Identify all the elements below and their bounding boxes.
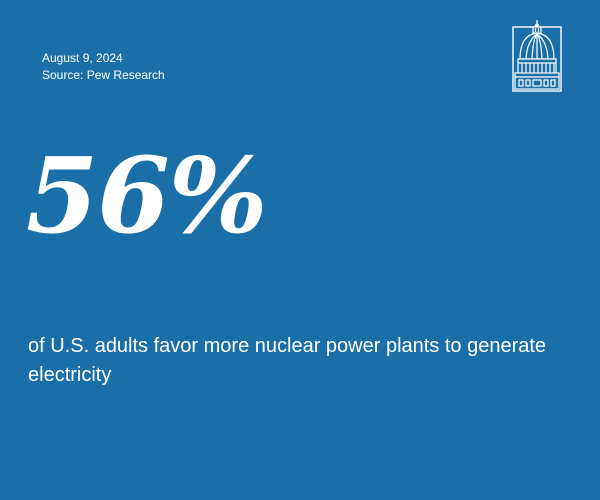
stat-value: 56% — [26, 134, 268, 257]
source-text: Source: Pew Research — [42, 68, 165, 82]
date-text: August 9, 2024 — [42, 51, 123, 65]
capitol-dome-icon — [512, 19, 562, 93]
meta-info: August 9, 2024 Source: Pew Research — [42, 50, 165, 84]
stat-description: of U.S. adults favor more nuclear power … — [28, 335, 547, 386]
